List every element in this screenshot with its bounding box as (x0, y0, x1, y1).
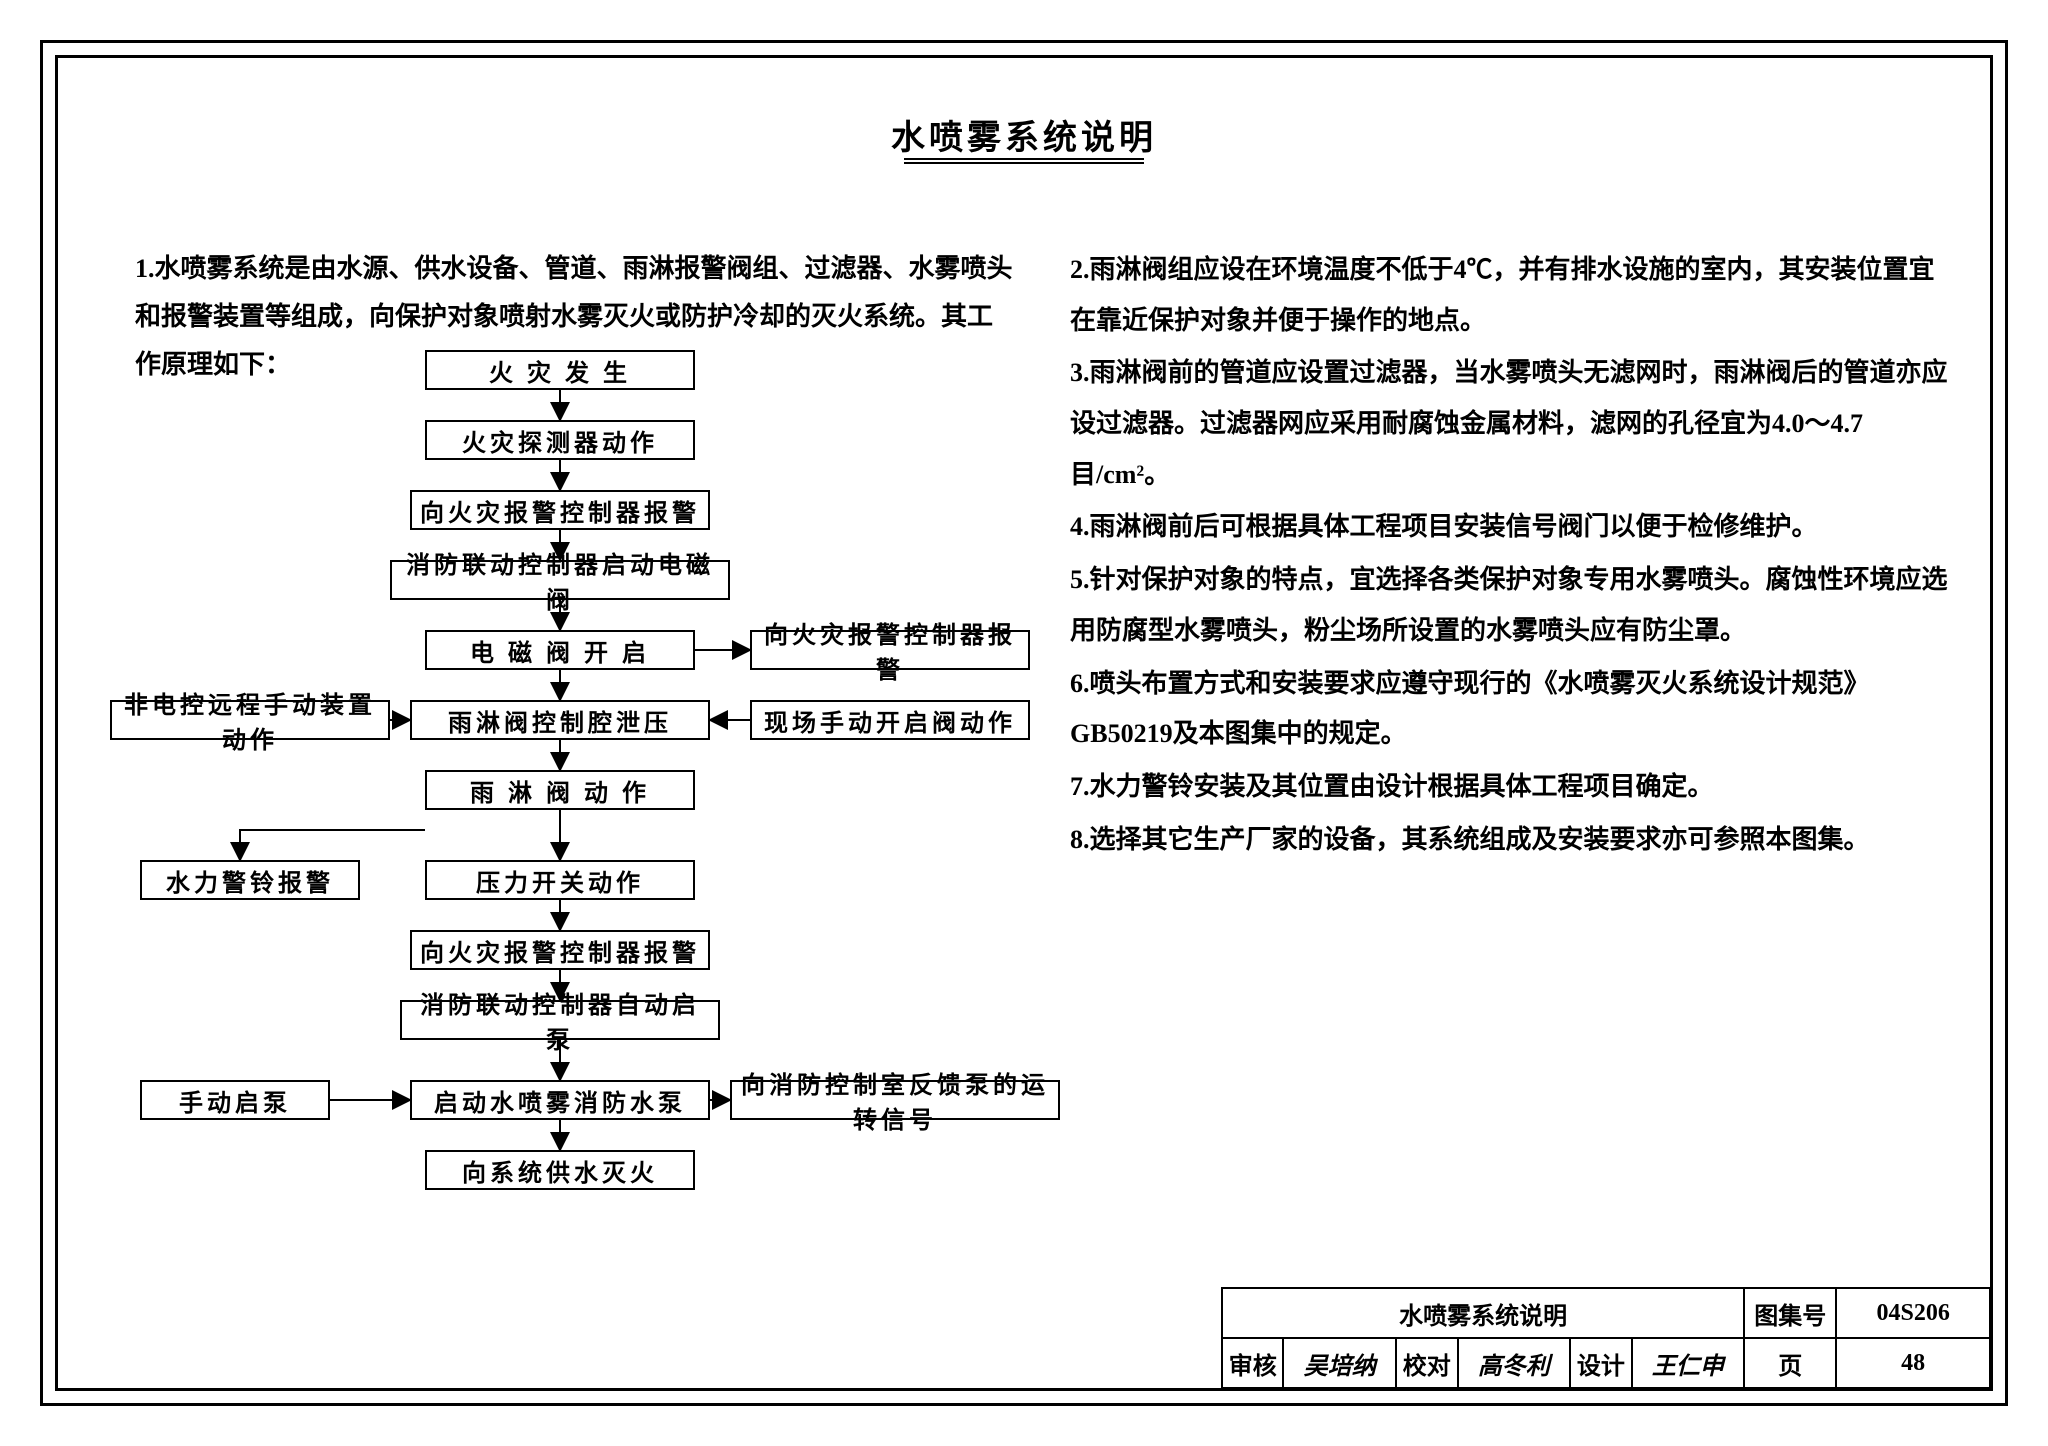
note-8: 8.选择其它生产厂家的设备，其系统组成及安装要求亦可参照本图集。 (1070, 815, 1950, 866)
tb-rev-label: 审核 (1222, 1338, 1283, 1388)
tb-page-label: 页 (1744, 1338, 1836, 1388)
flow-box-b5r: 向火灾报警控制器报警 (750, 630, 1030, 670)
title-underline (904, 158, 1144, 164)
flow-box-b10: 消防联动控制器自动启泵 (400, 1000, 720, 1040)
flow-box-b6l: 非电控远程手动装置动作 (110, 700, 390, 740)
page-title: 水喷雾系统说明 (0, 110, 2048, 159)
note-6: 6.喷头布置方式和安装要求应遵守现行的《水喷雾灭火系统设计规范》GB50219及… (1070, 659, 1950, 760)
note-7: 7.水力警铃安装及其位置由设计根据具体工程项目确定。 (1070, 762, 1950, 813)
flow-box-b11: 启动水喷雾消防水泵 (410, 1080, 710, 1120)
title-block: 水喷雾系统说明 图集号 04S206 审核 吴培纳 校对 高冬利 设计 王仁申 … (1221, 1287, 1991, 1389)
flow-box-b11l: 手动启泵 (140, 1080, 330, 1120)
tb-chk-sig: 高冬利 (1458, 1338, 1571, 1388)
flow-box-b7: 雨 淋 阀 动 作 (425, 770, 695, 810)
note-4: 4.雨淋阀前后可根据具体工程项目安装信号阀门以便于检修维护。 (1070, 502, 1950, 553)
flowchart: 火 灾 发 生火灾探测器动作向火灾报警控制器报警消防联动控制器启动电磁阀电 磁 … (110, 350, 1040, 1300)
flow-box-b6r: 现场手动开启阀动作 (750, 700, 1030, 740)
flow-box-b11r: 向消防控制室反馈泵的运转信号 (730, 1080, 1060, 1120)
tb-rev-sig: 吴培纳 (1283, 1338, 1396, 1388)
tb-page-value: 48 (1836, 1338, 1990, 1388)
tb-set-value: 04S206 (1836, 1288, 1990, 1338)
flow-box-b4: 消防联动控制器启动电磁阀 (390, 560, 730, 600)
tb-set-label: 图集号 (1744, 1288, 1836, 1338)
note-2: 2.雨淋阀组应设在环境温度不低于4℃，并有排水设施的室内，其安装位置宜在靠近保护… (1070, 245, 1950, 346)
flow-box-b5: 电 磁 阀 开 启 (425, 630, 695, 670)
flow-box-b8l: 水力警铃报警 (140, 860, 360, 900)
notes-list: 2.雨淋阀组应设在环境温度不低于4℃，并有排水设施的室内，其安装位置宜在靠近保护… (1070, 245, 1950, 867)
note-3: 3.雨淋阀前的管道应设置过滤器，当水雾喷头无滤网时，雨淋阀后的管道亦应设过滤器。… (1070, 348, 1950, 500)
note-5: 5.针对保护对象的特点，宜选择各类保护对象专用水雾喷头。腐蚀性环境应选用防腐型水… (1070, 555, 1950, 656)
tb-chk-label: 校对 (1396, 1338, 1457, 1388)
flow-box-b9: 向火灾报警控制器报警 (410, 930, 710, 970)
flow-box-b8: 压力开关动作 (425, 860, 695, 900)
flow-box-b2: 火灾探测器动作 (425, 420, 695, 460)
tb-des-label: 设计 (1570, 1338, 1631, 1388)
flow-box-b12: 向系统供水灭火 (425, 1150, 695, 1190)
flow-box-b6: 雨淋阀控制腔泄压 (410, 700, 710, 740)
flow-box-b1: 火 灾 发 生 (425, 350, 695, 390)
tb-des-sig: 王仁申 (1632, 1338, 1745, 1388)
flow-box-b3: 向火灾报警控制器报警 (410, 490, 710, 530)
tb-title: 水喷雾系统说明 (1222, 1288, 1744, 1338)
